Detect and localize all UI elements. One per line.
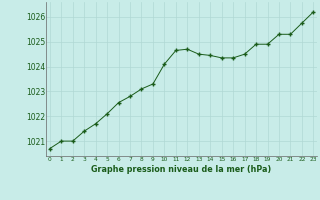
X-axis label: Graphe pression niveau de la mer (hPa): Graphe pression niveau de la mer (hPa) [92, 165, 272, 174]
